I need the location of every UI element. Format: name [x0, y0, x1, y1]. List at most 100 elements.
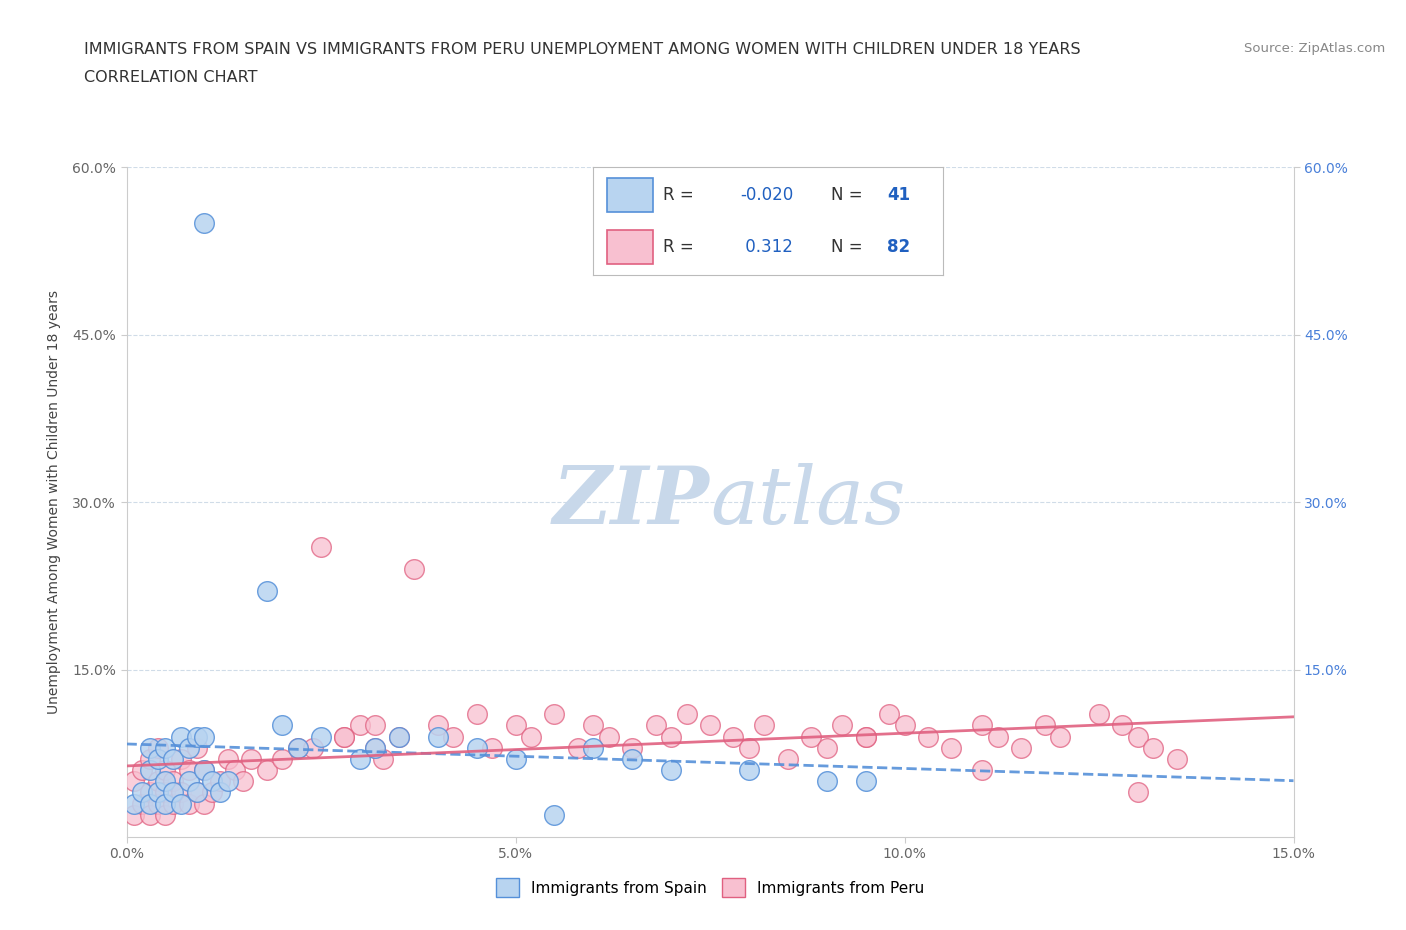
Point: [1088, 707, 1111, 722]
Point: [373, 751, 395, 766]
Point: [201, 774, 224, 789]
Point: [699, 718, 721, 733]
Point: [426, 729, 449, 744]
Point: [520, 729, 543, 744]
Point: [186, 785, 208, 800]
Point: [1033, 718, 1056, 733]
Point: [177, 774, 200, 789]
Point: [987, 729, 1010, 744]
Point: [224, 763, 246, 777]
Point: [186, 729, 208, 744]
Point: [177, 796, 200, 811]
Point: [675, 707, 697, 722]
Point: [170, 751, 193, 766]
Point: [256, 763, 278, 777]
Point: [155, 740, 177, 755]
Point: [124, 807, 146, 822]
Point: [309, 539, 332, 554]
Point: [287, 740, 309, 755]
Point: [170, 729, 193, 744]
Point: [124, 774, 146, 789]
Text: atlas: atlas: [710, 463, 905, 541]
FancyBboxPatch shape: [607, 230, 652, 264]
Point: [287, 740, 309, 755]
Legend: Immigrants from Spain, Immigrants from Peru: Immigrants from Spain, Immigrants from P…: [489, 872, 931, 903]
Point: [831, 718, 853, 733]
Point: [131, 785, 153, 800]
Y-axis label: Unemployment Among Women with Children Under 18 years: Unemployment Among Women with Children U…: [48, 290, 60, 714]
Point: [404, 562, 426, 577]
Point: [364, 740, 387, 755]
Point: [146, 785, 169, 800]
Point: [186, 740, 208, 755]
Point: [621, 751, 644, 766]
Text: ZIP: ZIP: [553, 463, 710, 541]
Text: -0.020: -0.020: [741, 186, 793, 205]
Point: [193, 763, 215, 777]
Point: [349, 751, 371, 766]
Point: [256, 584, 278, 599]
Point: [917, 729, 939, 744]
Point: [271, 718, 294, 733]
Point: [877, 707, 900, 722]
Point: [543, 707, 565, 722]
Point: [855, 729, 877, 744]
Point: [659, 763, 682, 777]
Point: [201, 785, 224, 800]
Point: [815, 740, 838, 755]
Point: [1166, 751, 1188, 766]
Point: [193, 763, 215, 777]
Point: [333, 729, 356, 744]
Point: [217, 774, 239, 789]
Point: [1142, 740, 1164, 755]
Point: [139, 740, 162, 755]
Point: [139, 807, 162, 822]
Point: [232, 774, 254, 789]
Text: 41: 41: [887, 186, 911, 205]
Point: [941, 740, 963, 755]
Point: [388, 729, 411, 744]
Text: 82: 82: [887, 238, 911, 256]
Point: [349, 718, 371, 733]
Point: [598, 729, 620, 744]
Point: [893, 718, 915, 733]
Point: [217, 751, 239, 766]
Point: [738, 740, 761, 755]
Point: [388, 729, 411, 744]
Point: [1126, 729, 1149, 744]
Point: [162, 751, 184, 766]
Point: [162, 785, 184, 800]
Point: [146, 751, 169, 766]
Point: [364, 718, 387, 733]
Text: R =: R =: [664, 238, 695, 256]
Point: [162, 796, 184, 811]
Point: [240, 751, 263, 766]
Point: [139, 763, 162, 777]
Point: [465, 740, 488, 755]
Text: CORRELATION CHART: CORRELATION CHART: [84, 70, 257, 85]
Point: [1126, 785, 1149, 800]
Text: IMMIGRANTS FROM SPAIN VS IMMIGRANTS FROM PERU UNEMPLOYMENT AMONG WOMEN WITH CHIL: IMMIGRANTS FROM SPAIN VS IMMIGRANTS FROM…: [84, 42, 1081, 57]
Point: [155, 763, 177, 777]
Point: [1010, 740, 1032, 755]
Point: [139, 751, 162, 766]
Point: [776, 751, 799, 766]
Point: [131, 763, 153, 777]
Point: [139, 796, 162, 811]
Point: [193, 216, 215, 231]
Point: [543, 807, 565, 822]
Point: [505, 751, 527, 766]
Point: [364, 740, 387, 755]
Point: [582, 718, 605, 733]
Point: [644, 718, 666, 733]
Point: [855, 729, 877, 744]
Point: [139, 785, 162, 800]
Point: [800, 729, 823, 744]
Point: [659, 729, 682, 744]
Point: [333, 729, 356, 744]
Point: [815, 774, 838, 789]
Text: 0.312: 0.312: [741, 238, 793, 256]
Text: Source: ZipAtlas.com: Source: ZipAtlas.com: [1244, 42, 1385, 55]
Point: [481, 740, 503, 755]
Point: [855, 774, 877, 789]
